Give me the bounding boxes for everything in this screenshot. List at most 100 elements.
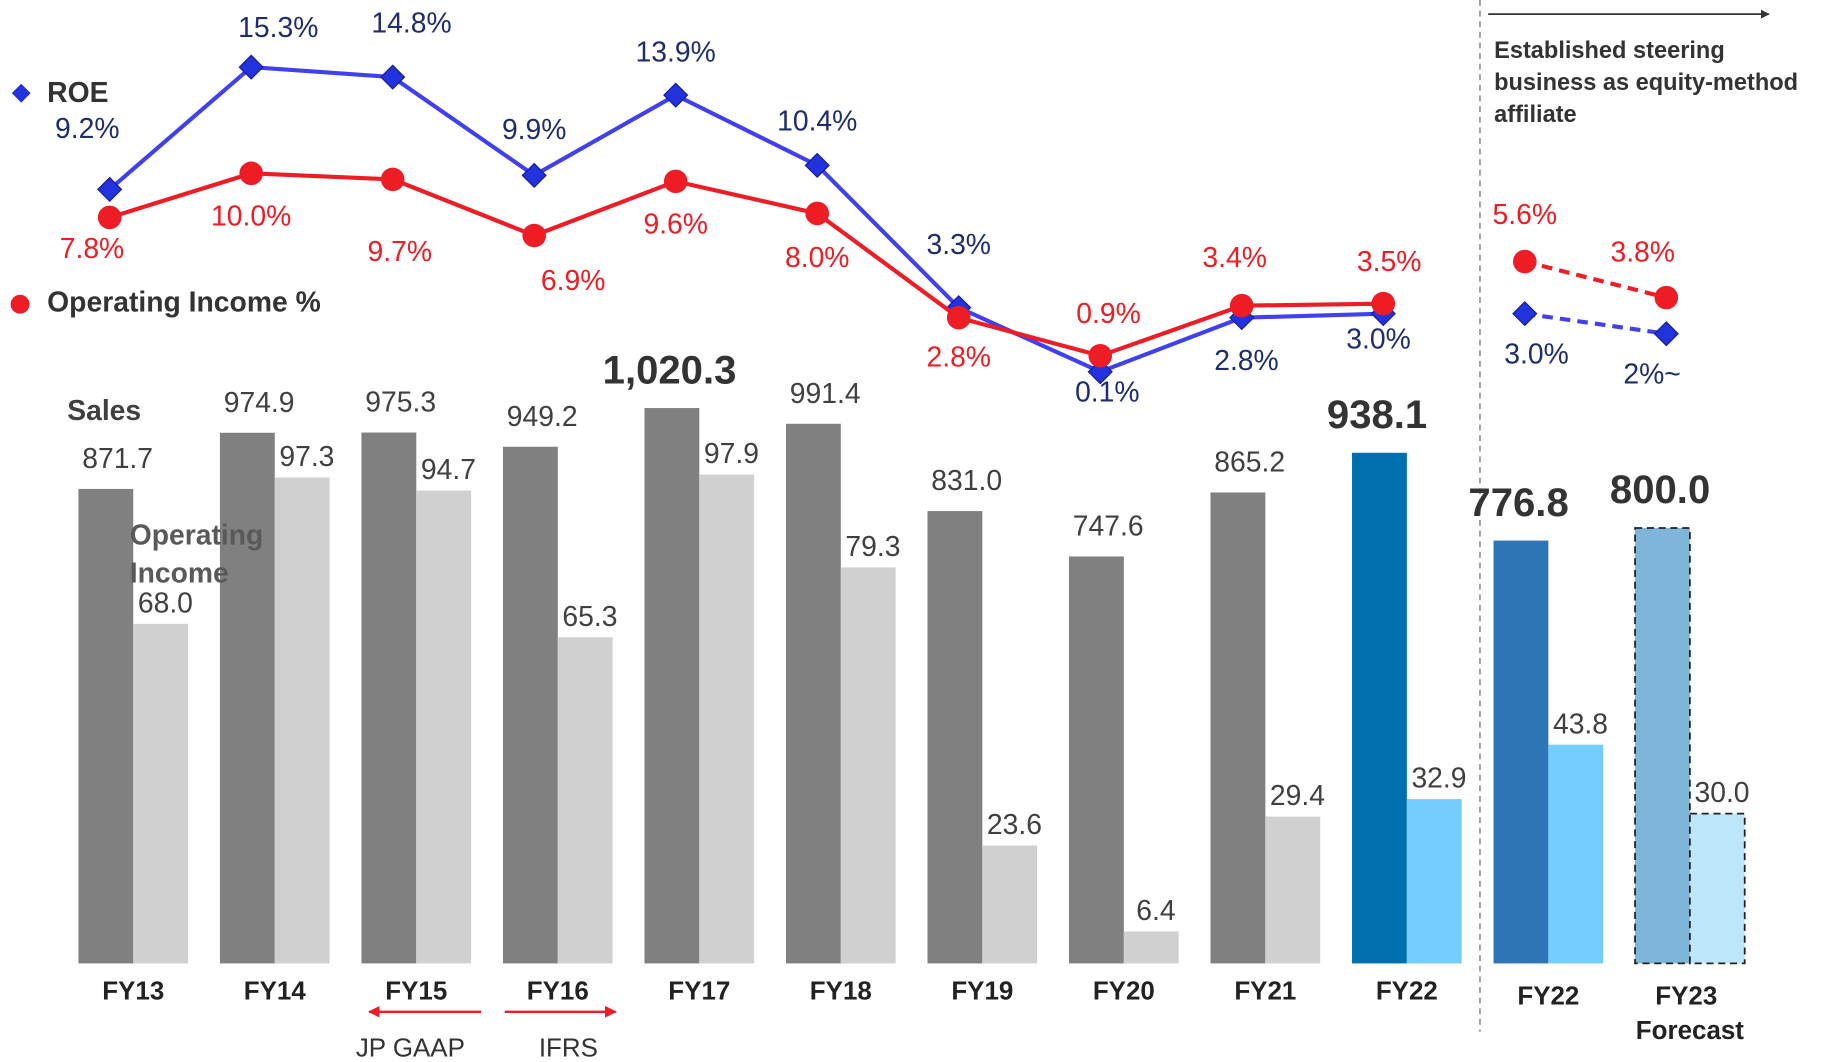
oi-pct-marker — [946, 305, 971, 330]
x-tick-label: FY18 — [810, 978, 872, 1006]
value-label: 871.7 — [82, 442, 153, 474]
roe-marker — [1653, 321, 1679, 347]
value-label: 9.9% — [502, 113, 567, 145]
operating-income-bar — [840, 567, 896, 964]
sales-bar — [502, 446, 558, 964]
value-label: 2.8% — [926, 340, 991, 372]
value-label: 68.0 — [138, 586, 193, 618]
value-label: 747.6 — [1073, 510, 1144, 542]
legend-label: Operating Income — [130, 519, 272, 589]
value-label: 0.1% — [1075, 376, 1140, 408]
oi-pct-marker — [97, 205, 122, 230]
oi-pct-marker — [1088, 343, 1113, 368]
operating-income-bar — [416, 490, 472, 964]
value-label: 14.8% — [371, 7, 451, 39]
roe-marker — [380, 64, 406, 90]
x-tick-label: FY19 — [951, 978, 1013, 1006]
annotation: affiliate — [1494, 101, 1577, 127]
value-label: 2%~ — [1623, 358, 1680, 390]
sales-bar — [1493, 540, 1549, 964]
value-label: 1,020.3 — [603, 348, 737, 392]
value-label: 975.3 — [365, 386, 436, 418]
x-tick-label: FY21 — [1234, 978, 1296, 1006]
oi-pct-marker — [1371, 291, 1396, 316]
value-label: 0.9% — [1076, 297, 1141, 329]
operating-income-bar — [557, 637, 613, 964]
value-label: 938.1 — [1327, 393, 1427, 437]
value-label: 94.7 — [421, 453, 476, 485]
sales-bar — [1210, 492, 1266, 964]
value-label: 13.9% — [636, 35, 716, 67]
x-tick-label: FY22 — [1517, 982, 1579, 1010]
line — [109, 171, 1384, 358]
operating-income-bar — [133, 623, 189, 964]
value-label: 79.3 — [845, 530, 900, 562]
operating-income-bar — [274, 477, 330, 964]
value-label: 3.4% — [1202, 241, 1267, 273]
x-tick-label: FY13 — [102, 978, 164, 1006]
roe-marker — [238, 54, 264, 80]
value-label: 8.0% — [785, 241, 850, 273]
value-label: 9.2% — [55, 112, 120, 144]
value-label: 3.0% — [1504, 338, 1569, 370]
legend-label: Operating Income % — [47, 286, 321, 318]
annotation: business as equity-method — [1494, 69, 1798, 95]
value-label: 776.8 — [1468, 481, 1568, 525]
legend-label: ROE — [47, 76, 108, 108]
value-label: 97.3 — [279, 440, 334, 472]
oi-pct-marker — [1229, 293, 1254, 318]
value-label: 991.4 — [790, 377, 861, 409]
value-label: 7.8% — [60, 232, 125, 264]
annotation: JP GAAP — [356, 1034, 465, 1062]
legend-label: Sales — [67, 394, 141, 426]
sales-bar — [785, 423, 841, 964]
line — [108, 64, 1384, 375]
value-label: 800.0 — [1610, 468, 1710, 512]
roe-marker — [1512, 301, 1538, 327]
sales-bar — [361, 432, 417, 964]
operating-income-bar — [1548, 744, 1604, 964]
oi-pct-marker — [239, 161, 263, 186]
value-label: 5.6% — [1493, 198, 1558, 230]
x-tick-label: FY16 — [527, 978, 589, 1006]
sales-bar — [1068, 556, 1124, 964]
oi-pct-marker — [380, 167, 405, 192]
operating-income-bar — [982, 845, 1038, 964]
sales-bar — [644, 408, 700, 964]
line — [1524, 259, 1667, 300]
value-label: 9.6% — [643, 208, 708, 240]
value-label: 831.0 — [931, 464, 1002, 496]
x-tick-label: FY22 — [1376, 978, 1438, 1006]
roe-marker — [804, 152, 830, 178]
value-label: 32.9 — [1411, 762, 1466, 794]
operating-income-bar — [699, 474, 755, 964]
value-label: 949.2 — [507, 400, 578, 432]
operating-income-bar — [1688, 812, 1746, 965]
value-label: 3.5% — [1357, 245, 1422, 277]
value-label: 6.4 — [1136, 894, 1175, 926]
legend-marker — [11, 83, 31, 103]
operating-income-bar — [1265, 816, 1321, 964]
value-label: 15.3% — [238, 11, 318, 43]
value-label: 3.3% — [926, 228, 991, 260]
sales-bar — [78, 488, 134, 964]
annotation: Established steering — [1494, 37, 1725, 63]
legend-marker — [10, 294, 30, 314]
value-label: 6.9% — [541, 264, 606, 296]
value-label: 974.9 — [224, 386, 295, 418]
value-label: 97.9 — [704, 437, 759, 469]
value-label: 10.4% — [777, 104, 857, 136]
roe-marker — [663, 82, 689, 108]
oi-pct-marker — [1512, 249, 1537, 274]
operating-income-bar — [1406, 799, 1462, 964]
sales-bar — [219, 432, 275, 964]
value-label: 10.0% — [211, 200, 291, 232]
value-label: 65.3 — [562, 600, 617, 632]
value-label: 3.8% — [1610, 235, 1675, 267]
operating-income-bar — [1123, 931, 1179, 964]
roe-marker — [97, 176, 123, 203]
oi-pct-marker — [663, 169, 688, 194]
oi-pct-marker — [1654, 285, 1679, 310]
value-label: 43.8 — [1553, 707, 1608, 739]
